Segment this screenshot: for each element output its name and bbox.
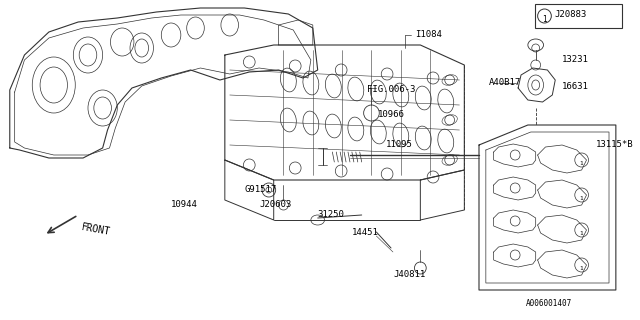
Text: FRONT: FRONT — [80, 222, 111, 237]
Text: 31250: 31250 — [317, 210, 344, 219]
Text: 10944: 10944 — [171, 200, 198, 209]
Text: 1: 1 — [580, 161, 584, 165]
Circle shape — [538, 9, 551, 23]
Circle shape — [575, 223, 588, 237]
Text: 13115*B: 13115*B — [596, 140, 634, 149]
Text: 1: 1 — [542, 15, 547, 24]
Text: 14451: 14451 — [352, 228, 379, 237]
Text: J20603: J20603 — [259, 200, 291, 209]
Text: 1: 1 — [580, 230, 584, 236]
Text: G91517: G91517 — [244, 185, 276, 194]
Text: 11095: 11095 — [386, 140, 413, 149]
Text: I1084: I1084 — [415, 30, 442, 39]
Text: A006001407: A006001407 — [526, 299, 572, 308]
Text: 10966: 10966 — [378, 110, 405, 119]
Text: A40B17: A40B17 — [489, 78, 521, 87]
Text: FIG.006-3: FIG.006-3 — [367, 85, 415, 94]
Circle shape — [575, 188, 588, 202]
Circle shape — [575, 153, 588, 167]
Text: J40811: J40811 — [393, 270, 425, 279]
FancyBboxPatch shape — [534, 4, 621, 28]
Circle shape — [575, 258, 588, 272]
Text: 16631: 16631 — [562, 82, 589, 91]
Text: 13231: 13231 — [562, 55, 589, 64]
Text: 1: 1 — [580, 266, 584, 270]
Text: 1: 1 — [580, 196, 584, 201]
Text: J20883: J20883 — [554, 10, 586, 19]
